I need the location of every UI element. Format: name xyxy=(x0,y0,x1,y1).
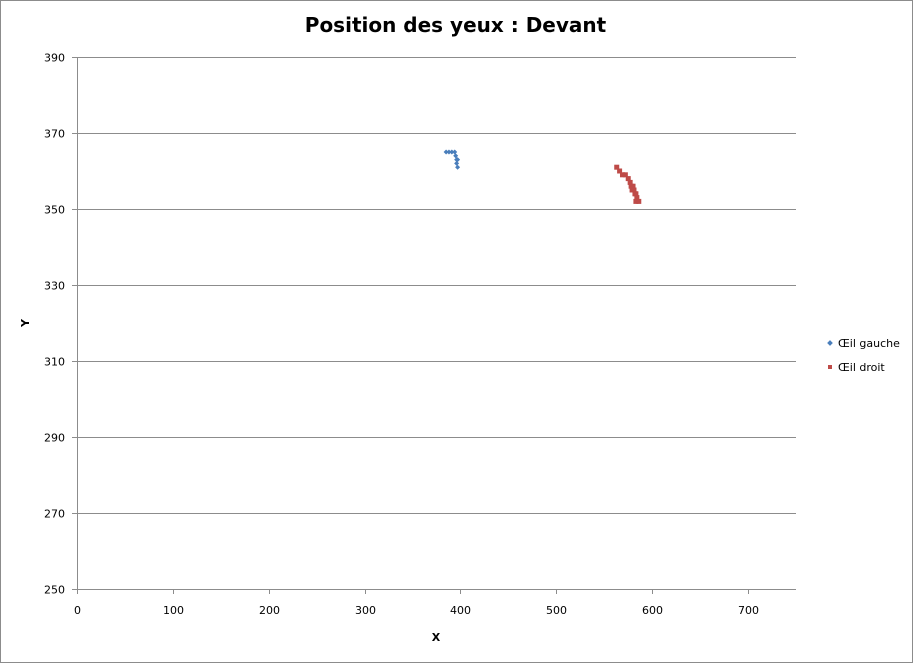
data-point-right-eye xyxy=(614,164,620,170)
legend-item-right-eye: Œil droit xyxy=(826,355,900,379)
x-tick-label: 0 xyxy=(74,604,81,617)
data-point-right-eye xyxy=(622,172,628,178)
data-point-left-eye xyxy=(446,149,452,155)
x-tick-label: 600 xyxy=(642,604,663,617)
legend-marker-left-eye xyxy=(827,340,833,346)
y-tick-label: 290 xyxy=(44,432,65,445)
y-axis-title: Y xyxy=(19,318,32,328)
data-point-left-eye xyxy=(455,157,461,163)
legend-item-left-eye: Œil gauche xyxy=(826,331,900,355)
data-point-left-eye xyxy=(453,153,459,159)
data-point-right-eye xyxy=(619,172,625,178)
x-tick-label: 200 xyxy=(259,604,280,617)
legend-label-left-eye: Œil gauche xyxy=(838,336,900,350)
x-axis-title: X xyxy=(432,631,441,644)
data-point-right-eye xyxy=(633,191,639,197)
data-point-left-eye xyxy=(455,164,461,170)
data-point-right-eye xyxy=(630,183,636,189)
data-point-left-eye xyxy=(443,149,449,155)
y-tick-label: 310 xyxy=(44,356,65,369)
data-point-right-eye xyxy=(625,176,631,182)
legend-label-right-eye: Œil droit xyxy=(838,360,885,374)
data-point-right-eye xyxy=(634,195,640,201)
y-tick-label: 390 xyxy=(44,52,65,65)
data-point-left-eye xyxy=(452,149,458,155)
y-tick-label: 250 xyxy=(44,584,65,597)
x-tick-label: 700 xyxy=(738,604,759,617)
legend-marker-right-eye xyxy=(828,365,832,369)
x-tick-label: 100 xyxy=(163,604,184,617)
data-point-left-eye xyxy=(454,160,460,166)
y-tick-label: 270 xyxy=(44,508,65,521)
data-point-right-eye xyxy=(636,198,642,204)
data-point-right-eye xyxy=(631,187,637,193)
y-tick-label: 330 xyxy=(44,280,65,293)
data-point-right-eye xyxy=(633,198,639,204)
data-point-right-eye xyxy=(627,179,633,185)
data-point-left-eye xyxy=(449,149,455,155)
chart-title: Position des yeux : Devant xyxy=(304,13,607,37)
legend: Œil gauche Œil droit xyxy=(826,331,900,379)
x-tick-label: 500 xyxy=(546,604,567,617)
x-tick-label: 300 xyxy=(355,604,376,617)
y-tick-label: 370 xyxy=(44,128,65,141)
x-tick-label: 400 xyxy=(450,604,471,617)
data-point-right-eye xyxy=(617,168,623,174)
y-tick-label: 350 xyxy=(44,204,65,217)
